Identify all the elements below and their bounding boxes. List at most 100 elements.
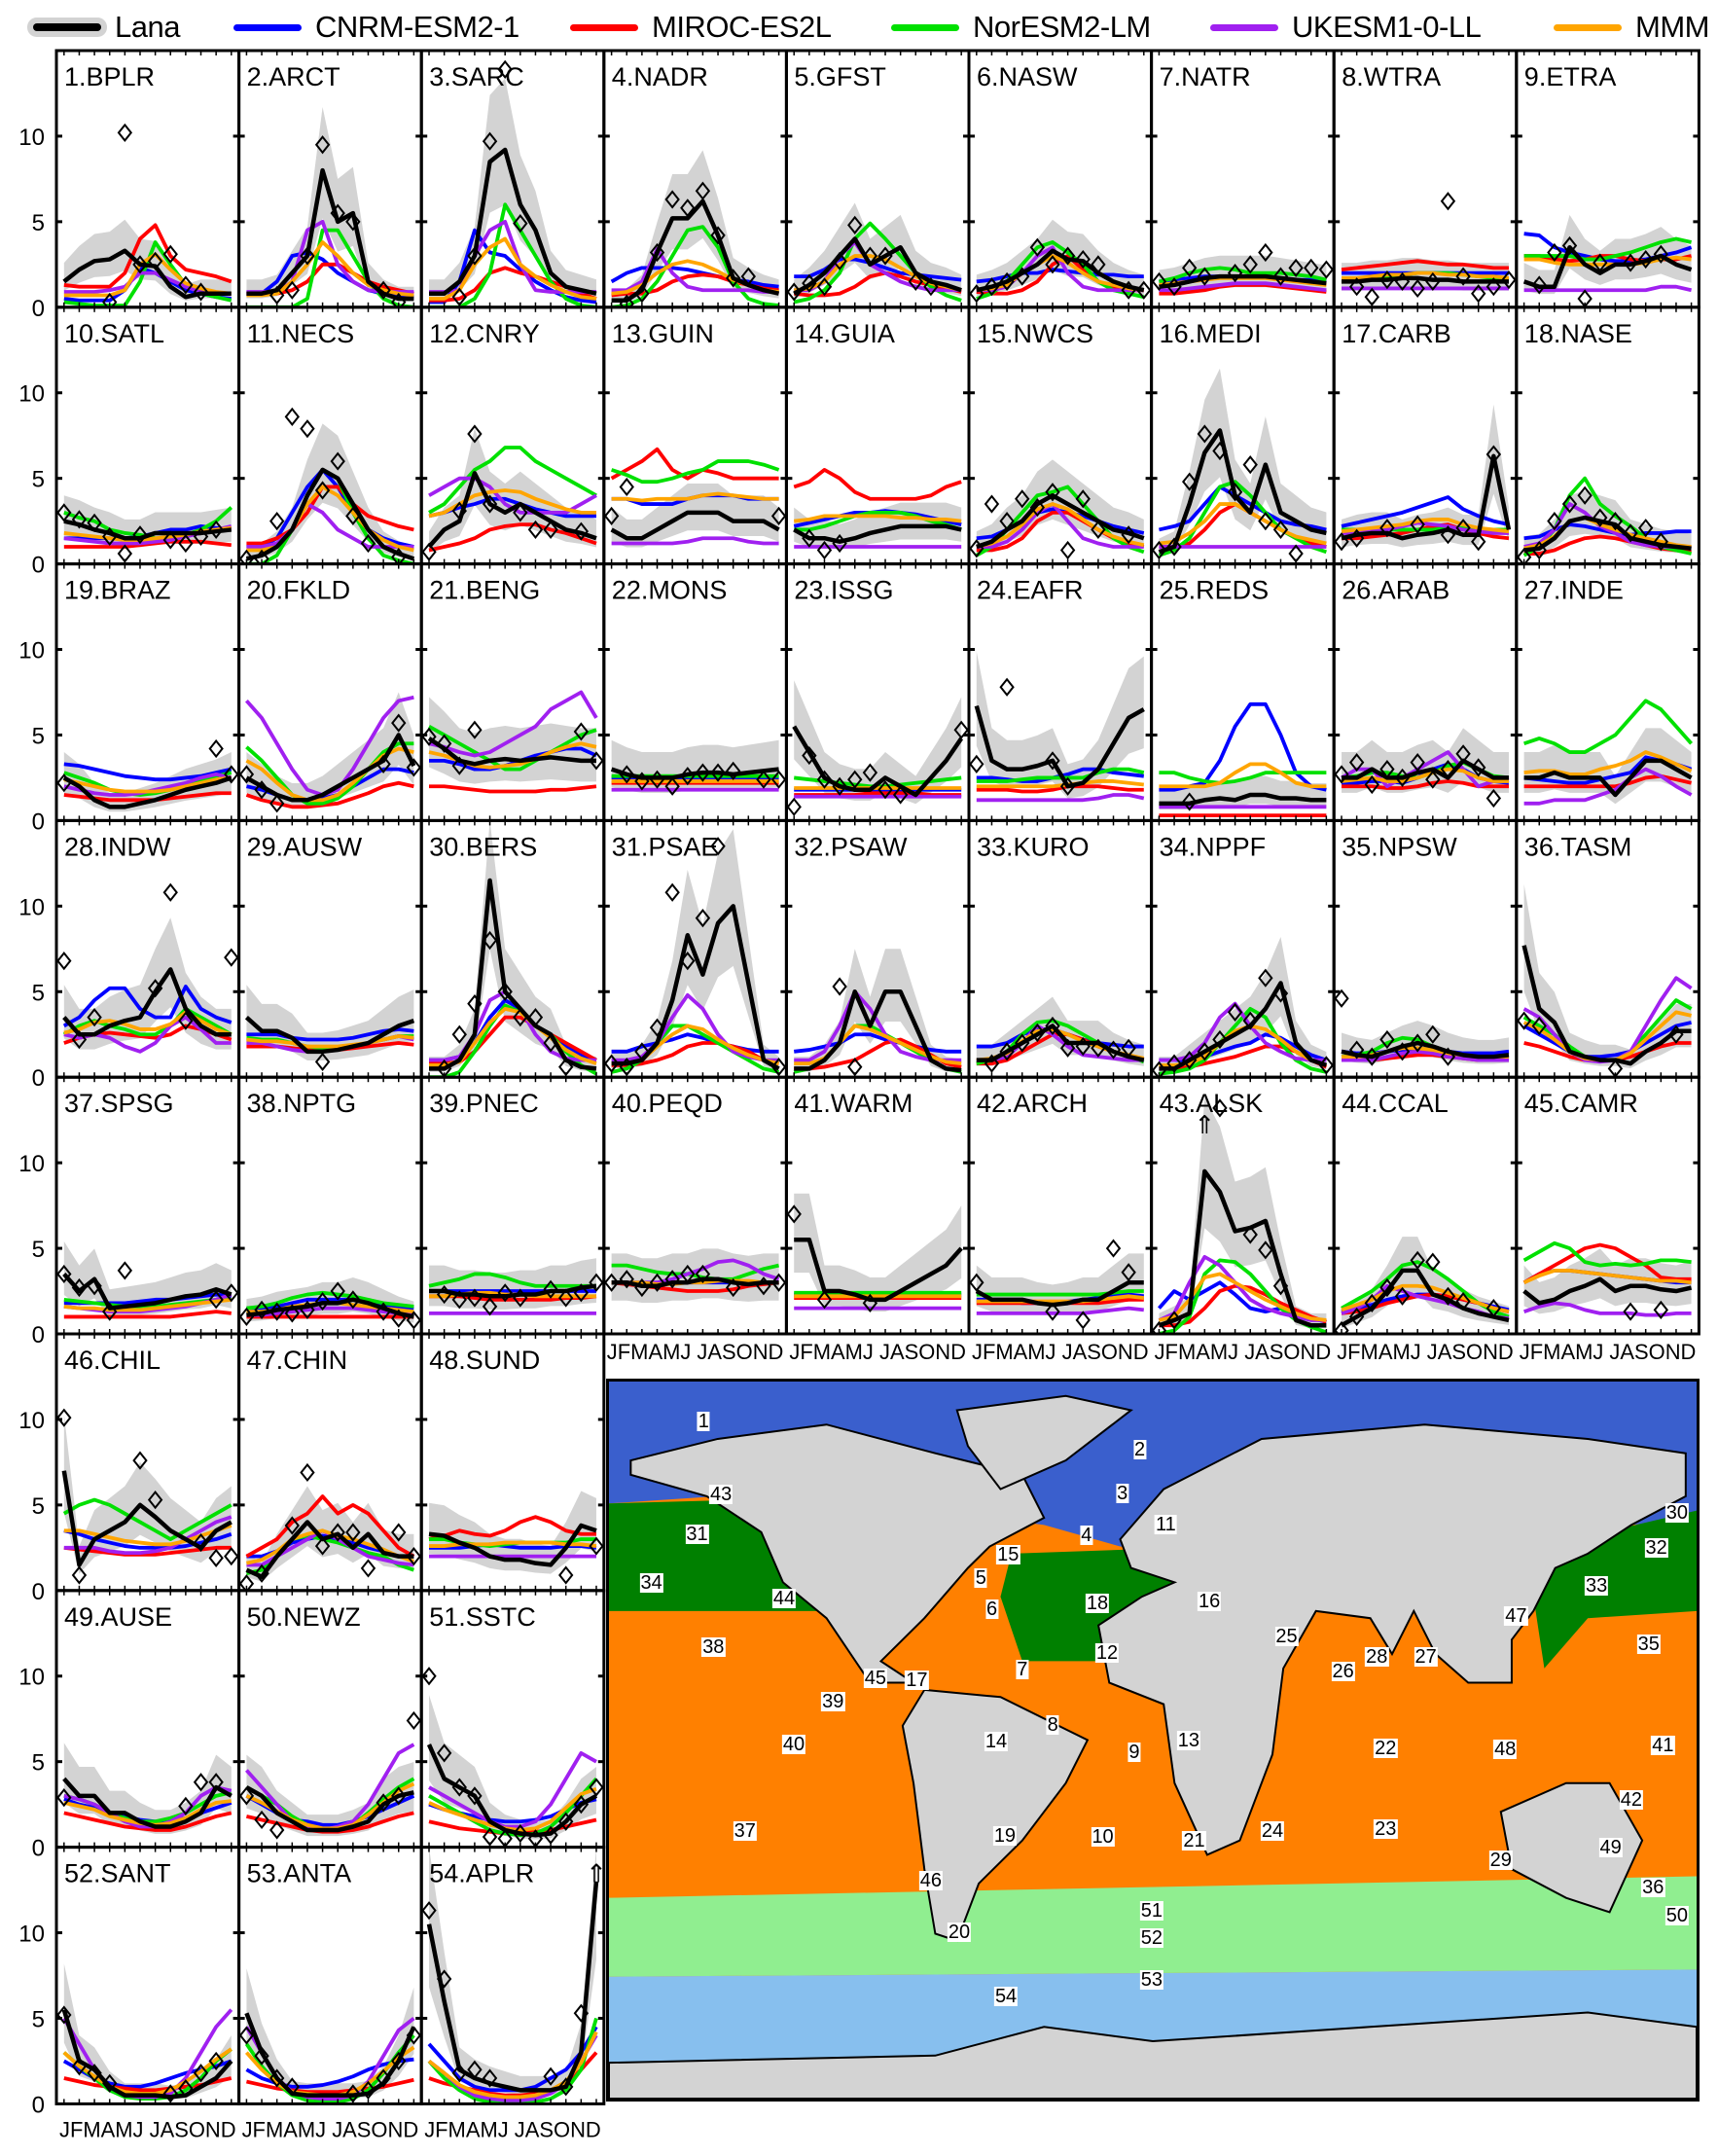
- panel-23-issg: 23.ISSG: [784, 562, 971, 822]
- obs-diamond: [1059, 246, 1076, 266]
- panel-title: 6.NASW: [977, 62, 1078, 91]
- obs-diamond: [269, 512, 285, 531]
- panel-22-mons: 22.MONS: [602, 562, 788, 822]
- obs-diamond: [284, 1516, 300, 1535]
- obs-diamond: [816, 1290, 833, 1310]
- series-line-miroc: [245, 1494, 415, 1559]
- obs-diamond: [1075, 1311, 1091, 1330]
- series-line-noresm: [1522, 1240, 1692, 1268]
- panel-45-camr: 45.CAMR: [1515, 1075, 1700, 1336]
- obs-diamond: [756, 770, 771, 789]
- panel-plot-area: [793, 949, 962, 1077]
- obs-diamond: [1075, 489, 1091, 509]
- obs-diamond: [87, 2064, 102, 2083]
- map-region-label: 15: [996, 1543, 1020, 1565]
- panel-title: 7.NATR: [1160, 62, 1251, 91]
- map-region-label: 45: [863, 1668, 888, 1690]
- panel-plot-area: [244, 985, 415, 1071]
- obs-diamond: [269, 2068, 285, 2088]
- obs-diamond: [1348, 277, 1365, 297]
- obs-diamond: [969, 539, 984, 558]
- obs-diamond: [710, 226, 726, 245]
- y-tick-label: 5: [32, 723, 45, 749]
- series-line-mmm: [246, 1034, 414, 1049]
- panel-11-necs: 11.NECS: [237, 305, 423, 566]
- panel-title: 9.ETRA: [1524, 62, 1617, 91]
- obs-diamond: [451, 1024, 467, 1044]
- obs-diamond: [984, 1054, 1000, 1073]
- obs-diamond: [406, 758, 422, 777]
- obs-diamond: [208, 738, 224, 759]
- panel-plot-area: [421, 424, 597, 561]
- lana-range-band: [1159, 1097, 1327, 1329]
- map-region-label: 43: [709, 1484, 734, 1506]
- obs-diamond: [1485, 1299, 1502, 1318]
- panel-plot-area: [56, 882, 239, 1054]
- panel-34-nppf: 34.NPPF: [1150, 818, 1336, 1079]
- panel-plot-area: [56, 1743, 233, 1834]
- obs-diamond: [497, 1283, 513, 1303]
- obs-diamond: [391, 1786, 407, 1806]
- obs-diamond: [238, 1307, 255, 1327]
- lana-range-band: [246, 692, 414, 808]
- panel-18-nase: 18.NASE: [1515, 305, 1700, 566]
- obs-diamond: [436, 1969, 452, 1989]
- series-line-lana: [246, 1297, 414, 1319]
- obs-diamond: [1394, 768, 1411, 788]
- panel-title: 52.SANT: [64, 1859, 171, 1888]
- obs-diamond: [1182, 472, 1198, 491]
- obs-diamond: [406, 1547, 422, 1566]
- obs-diamond: [178, 533, 194, 554]
- obs-diamond: [619, 294, 634, 307]
- obs-diamond: [1440, 525, 1456, 545]
- obs-diamond: [482, 2068, 498, 2088]
- series-line-lana: [1158, 1168, 1327, 1328]
- series-line-ukesm: [1159, 1001, 1327, 1062]
- obs-diamond: [664, 190, 680, 209]
- obs-diamond: [482, 494, 498, 514]
- panel-title: 10.SATL: [64, 319, 164, 348]
- panel-5-gfst: 5.GFST: [784, 49, 971, 309]
- series-line-lana: [975, 1279, 1144, 1308]
- panel-title: 11.NECS: [247, 319, 355, 348]
- legend: Lana CNRM-ESM2-1 MIROC-ES2L NorESM2-LM U…: [0, 0, 1718, 51]
- y-tick-label: 0: [32, 296, 45, 322]
- month-axis-labels: JFMAMJ JASOND: [59, 2117, 236, 2141]
- panel-plot-area: [1151, 1097, 1327, 1334]
- map-region-label: 9: [1127, 1742, 1141, 1764]
- panel-title: 54.APLR: [429, 1859, 534, 1888]
- obs-diamond: [162, 530, 178, 550]
- map-region-label: 24: [1260, 1820, 1285, 1843]
- series-line-lana: [1159, 981, 1328, 1071]
- panel-9-etra: 9.ETRA: [1515, 49, 1700, 309]
- series-line-mmm: [1522, 1269, 1692, 1285]
- series-line-noresm: [794, 510, 962, 532]
- obs-diamond: [1394, 1042, 1411, 1061]
- obs-diamond: [1166, 1311, 1182, 1330]
- panel-plot-area: [1151, 936, 1335, 1078]
- antarctica: [609, 2013, 1697, 2099]
- panel-plot-area: [238, 1968, 422, 2104]
- y-tick-label: 10: [18, 1922, 45, 1948]
- obs-diamond: [680, 1264, 696, 1284]
- series-line-noresm: [611, 459, 780, 485]
- obs-diamond: [1425, 770, 1441, 789]
- y-tick-label: 5: [32, 1237, 45, 1263]
- obs-diamond: [482, 1297, 498, 1316]
- obs-diamond: [1379, 1029, 1395, 1050]
- obs-diamond: [391, 2051, 407, 2071]
- series-line-lana: [1341, 453, 1512, 541]
- obs-diamond: [543, 2066, 558, 2086]
- obs-diamond: [467, 1786, 483, 1806]
- obs-diamond: [832, 776, 847, 796]
- map-region-label: 19: [992, 1824, 1018, 1847]
- map-region-label: 52: [1139, 1926, 1163, 1949]
- series-line-miroc: [794, 791, 962, 797]
- obs-diamond: [695, 763, 711, 782]
- map-region-label: 30: [1664, 1501, 1689, 1524]
- obs-diamond: [178, 275, 194, 295]
- series-line-lana: [1521, 945, 1692, 1066]
- panel-12-cnry: 12.CNRY: [419, 305, 606, 566]
- obs-diamond: [102, 526, 118, 547]
- obs-diamond: [1151, 540, 1167, 560]
